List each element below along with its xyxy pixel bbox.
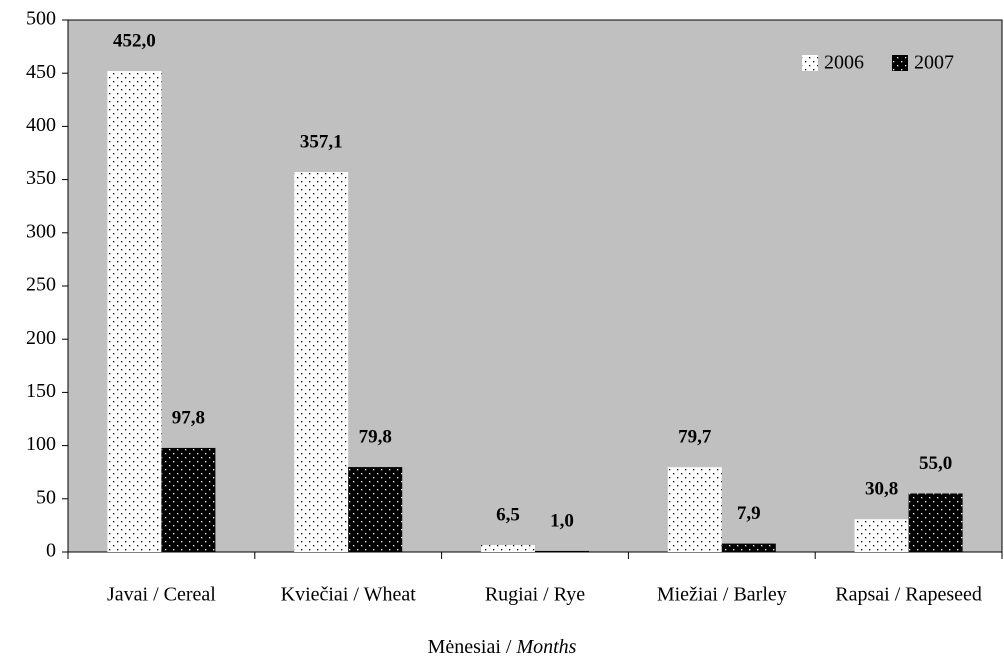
- data-label: 30,8: [865, 479, 898, 500]
- legend-swatch: [802, 55, 818, 71]
- y-tick-label: 350: [26, 167, 56, 189]
- x-axis-title-italic: Months: [515, 636, 576, 658]
- x-tick-label: Miežiai / Barley: [657, 584, 787, 606]
- bar: [535, 550, 589, 552]
- data-label: 79,8: [359, 426, 392, 447]
- y-tick-label: 250: [26, 274, 56, 296]
- data-label: 55,0: [919, 453, 952, 474]
- data-label: 452,0: [113, 30, 156, 51]
- y-tick-label: 100: [26, 433, 56, 455]
- bar: [667, 467, 722, 552]
- bar: [854, 519, 909, 552]
- y-tick-label: 300: [26, 220, 56, 242]
- y-tick-label: 450: [26, 61, 56, 83]
- y-tick-label: 50: [36, 486, 56, 508]
- legend-label: 2006: [824, 52, 864, 74]
- x-tick-label: Rugiai / Rye: [485, 584, 585, 606]
- data-label: 97,8: [172, 407, 205, 428]
- bar: [107, 71, 162, 553]
- data-label: 357,1: [300, 131, 343, 152]
- y-tick-label: 150: [26, 380, 56, 402]
- bar: [721, 543, 776, 552]
- y-tick-label: 400: [26, 114, 56, 136]
- y-tick-label: 500: [26, 8, 56, 30]
- x-tick-label: Rapsai / Rapeseed: [835, 584, 982, 606]
- bar: [161, 447, 216, 552]
- data-label: 7,9: [737, 503, 761, 524]
- bar: [294, 172, 349, 552]
- y-tick-label: 200: [26, 327, 56, 349]
- data-label: 1,0: [550, 510, 574, 531]
- data-label: 79,7: [678, 427, 712, 448]
- x-tick-label: Javai / Cereal: [107, 584, 216, 606]
- legend-label: 2007: [914, 52, 954, 74]
- bar: [908, 493, 963, 552]
- x-axis-title: Mėnesiai / Months: [428, 636, 577, 658]
- x-tick-label: Kviečiai / Wheat: [281, 584, 417, 606]
- data-label: 6,5: [496, 504, 520, 525]
- legend-swatch: [892, 55, 908, 71]
- y-tick-label: 0: [46, 540, 56, 562]
- bar: [348, 467, 403, 552]
- x-axis-title-part: Mėnesiai /: [428, 636, 517, 658]
- plot-area: [67, 19, 1003, 553]
- bar: [481, 545, 535, 552]
